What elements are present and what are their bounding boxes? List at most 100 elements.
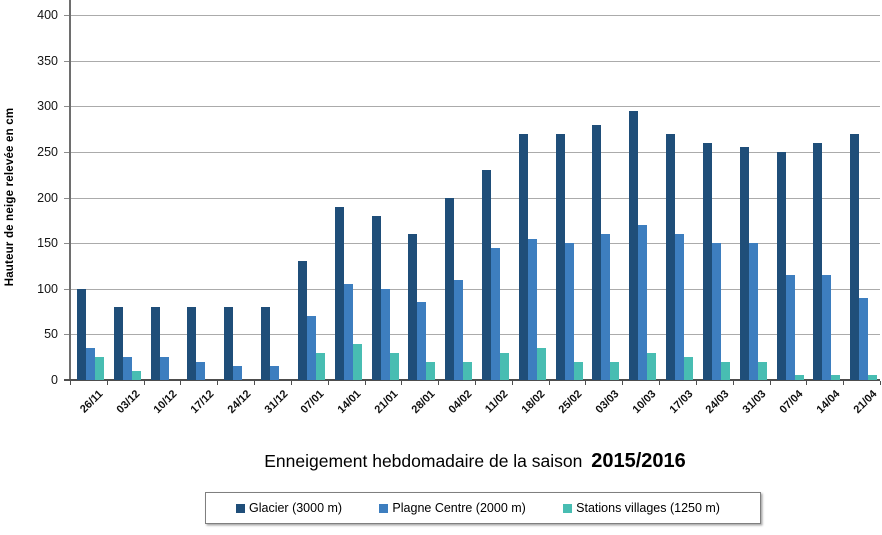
x-tick-5 (254, 381, 256, 385)
x-label-03-03: 03/03 (593, 388, 622, 416)
x-tick-7 (327, 381, 329, 385)
y-tick-label-0: 0 (51, 373, 58, 387)
bar-glacier-31-12 (261, 307, 271, 380)
y-tick-label-100: 100 (37, 281, 58, 296)
bar-stations-villages-24-03 (720, 361, 730, 380)
bar-plagne-centre-07-01 (306, 316, 316, 380)
legend-swatch-glacier (236, 503, 245, 513)
bar-plagne-centre-11-02 (491, 247, 500, 380)
bar-plagne-centre-14-01 (343, 284, 353, 380)
gridline-200 (70, 197, 880, 199)
x-tick-17 (695, 381, 697, 385)
bar-stations-villages-21-01 (389, 352, 399, 380)
bar-plagne-centre-07-04 (785, 275, 795, 380)
x-label-10-03: 10/03 (630, 388, 659, 416)
x-tick-21 (843, 381, 845, 385)
bar-plagne-centre-21-01 (380, 288, 390, 380)
y-tick-label-250: 250 (37, 144, 58, 159)
bar-stations-villages-14-01 (352, 343, 362, 380)
chart-title: Enneigement hebdomadaire de la saison 20… (70, 450, 880, 473)
x-axis-line (64, 379, 880, 381)
bar-glacier-04-02 (445, 197, 455, 380)
bar-stations-villages-25-02 (573, 361, 583, 380)
bar-plagne-centre-24-12 (233, 366, 243, 380)
x-label-03-12: 03/12 (114, 388, 143, 416)
bar-stations-villages-18-02 (536, 348, 546, 380)
legend-label-glacier: Glacier (3000 m) (249, 501, 343, 515)
y-tick-250 (64, 151, 70, 153)
y-tick-label-150: 150 (37, 236, 58, 251)
y-axis-title: Hauteur de neige relevée en cm (4, 107, 16, 287)
x-label-04-02: 04/02 (446, 388, 475, 416)
x-tick-9 (401, 381, 403, 385)
bar-glacier-31-03 (739, 147, 749, 380)
x-label-17-03: 17/03 (667, 388, 695, 416)
x-tick-20 (806, 381, 808, 385)
x-label-24-03: 24/03 (703, 388, 732, 416)
bar-glacier-24-03 (702, 142, 712, 380)
legend-label-stations-villages: Stations villages (1250 m) (576, 501, 720, 515)
gridline-350 (70, 60, 880, 62)
bar-stations-villages-03-12 (131, 370, 141, 380)
x-tick-19 (769, 381, 771, 385)
bar-glacier-14-01 (334, 206, 344, 380)
bar-glacier-26-11 (77, 288, 86, 380)
bar-plagne-centre-03-03 (601, 234, 611, 380)
legend-item-stations-villages: Stations villages (1250 m) (563, 501, 720, 515)
bar-glacier-14-04 (813, 142, 823, 380)
bar-plagne-centre-04-02 (454, 279, 464, 380)
bar-stations-villages-07-04 (794, 375, 804, 380)
bar-glacier-07-04 (776, 151, 786, 380)
x-tick-0 (70, 381, 71, 385)
y-tick-200 (64, 197, 70, 199)
bar-plagne-centre-18-02 (527, 238, 537, 380)
legend-item-glacier: Glacier (3000 m) (236, 501, 342, 515)
gridline-400 (70, 15, 880, 16)
x-tick-22 (880, 381, 881, 385)
bar-glacier-03-12 (113, 307, 123, 380)
x-label-28-01: 28/01 (409, 388, 438, 416)
x-tick-14 (585, 381, 587, 385)
y-tick-label-50: 50 (44, 327, 58, 342)
legend-label-plagne-centre: Plagne Centre (2000 m) (392, 501, 526, 515)
bar-glacier-21-01 (371, 215, 381, 380)
x-tick-11 (475, 381, 476, 385)
bar-plagne-centre-17-03 (675, 234, 685, 380)
bar-plagne-centre-26-11 (86, 348, 95, 380)
x-label-31-03: 31/03 (740, 388, 769, 416)
x-label-07-04: 07/04 (777, 388, 806, 416)
x-label-21-01: 21/01 (372, 388, 401, 416)
bar-glacier-07-01 (297, 261, 307, 380)
bar-glacier-28-01 (408, 234, 418, 380)
y-tick-label-300: 300 (37, 99, 58, 114)
bar-glacier-17-03 (666, 133, 676, 380)
y-tick-100 (64, 288, 70, 290)
x-tick-10 (438, 381, 440, 385)
bar-glacier-18-02 (518, 133, 528, 380)
bar-stations-villages-04-02 (463, 361, 473, 380)
gridline-150 (70, 243, 880, 245)
bar-glacier-10-12 (150, 307, 160, 380)
gridline-50 (70, 334, 880, 336)
legend-swatch-plagne-centre (379, 503, 389, 513)
bar-stations-villages-28-01 (426, 361, 436, 380)
bar-stations-villages-11-02 (500, 352, 509, 380)
bar-stations-villages-10-03 (647, 352, 657, 380)
x-label-18-02: 18/02 (519, 388, 548, 416)
bar-plagne-centre-28-01 (417, 302, 427, 380)
bar-glacier-21-04 (850, 133, 860, 380)
y-tick-label-400: 400 (37, 8, 58, 22)
x-label-26-11: 26/11 (78, 388, 106, 416)
x-label-25-02: 25/02 (556, 388, 585, 416)
x-tick-8 (364, 381, 366, 385)
bar-stations-villages-26-11 (95, 357, 104, 380)
x-tick-15 (622, 381, 624, 385)
bar-glacier-24-12 (224, 307, 234, 380)
bar-stations-villages-21-04 (868, 375, 878, 380)
x-label-21-04: 21/04 (851, 388, 880, 416)
gridline-100 (70, 288, 880, 290)
legend-swatch-stations-villages (563, 503, 573, 513)
chart-title-season: 2015/2016 (591, 450, 686, 472)
x-label-24-12: 24/12 (225, 388, 254, 416)
